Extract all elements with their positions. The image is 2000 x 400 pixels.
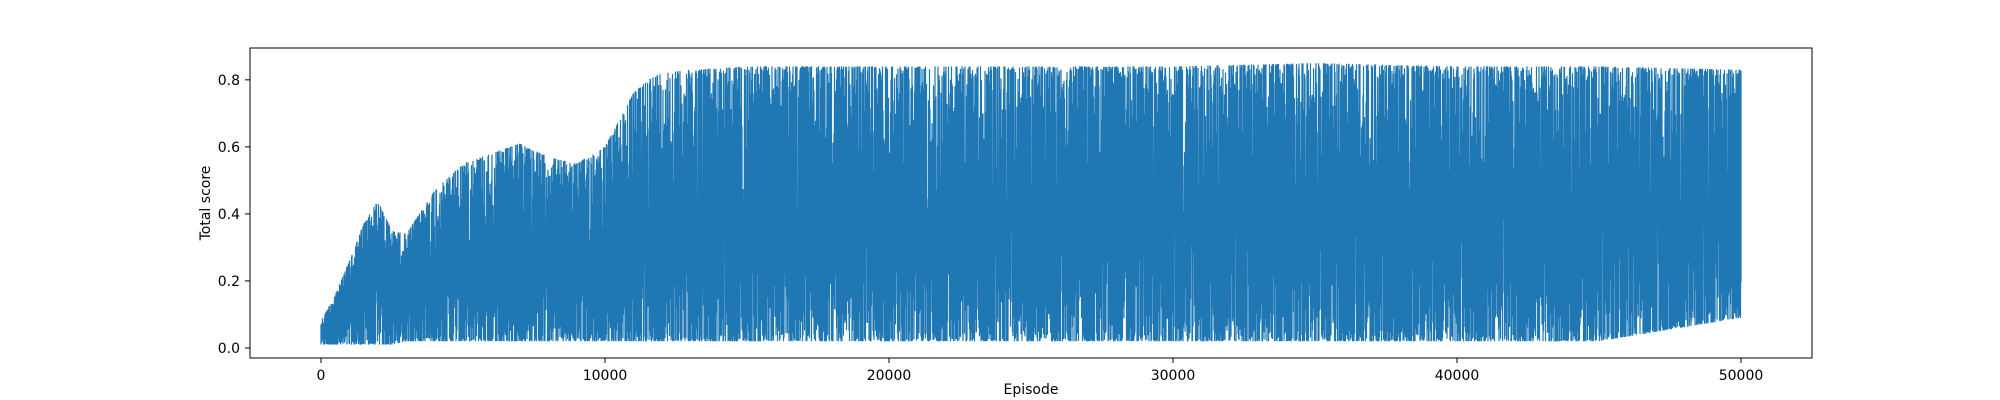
x-tick-label: 0 [317, 368, 326, 384]
x-tick-label: 10000 [583, 368, 628, 384]
x-axis: 0 10000 20000 30000 40000 50000 [317, 358, 1764, 384]
y-tick-label: 0.8 [218, 73, 240, 89]
x-tick-label: 40000 [1435, 368, 1480, 384]
x-tick-label: 50000 [1719, 368, 1764, 384]
y-axis-label: Total score [198, 166, 214, 242]
series-line-total-score [320, 63, 1742, 345]
y-tick-label: 0.0 [218, 341, 240, 357]
y-tick-label: 0.4 [218, 207, 240, 223]
plot-frame [249, 47, 1813, 359]
y-tick-label: 0.2 [218, 274, 240, 290]
y-tick-label: 0.6 [218, 140, 240, 156]
x-axis-label: Episode [1004, 382, 1059, 398]
x-tick-label: 30000 [1151, 368, 1196, 384]
x-tick-label: 20000 [867, 368, 912, 384]
y-axis: 0.0 0.2 0.4 0.6 0.8 [218, 73, 250, 357]
series-layer [320, 63, 1742, 345]
